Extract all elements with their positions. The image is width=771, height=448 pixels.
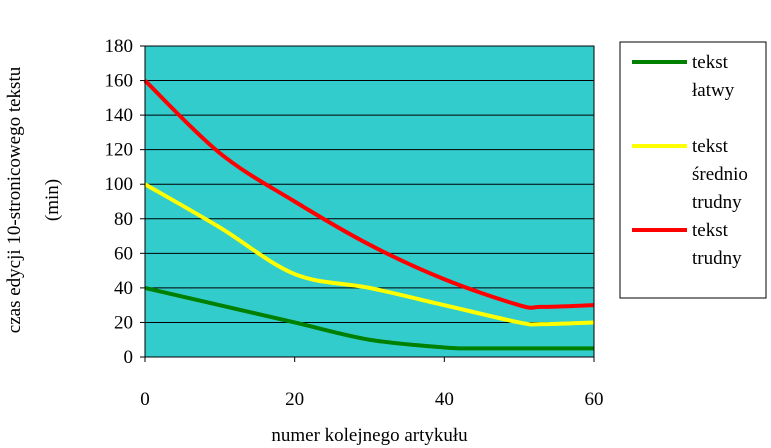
y-axis-title-line: (min) <box>42 179 63 221</box>
y-axis-ticks: 0 20 40 60 80 100 120 140 160 180 <box>105 36 145 368</box>
plot-frame <box>144 45 595 358</box>
y-tick-label: 60 <box>114 243 133 264</box>
y-tick-label: 80 <box>114 209 133 230</box>
plot-area <box>145 46 594 357</box>
series-layer <box>143 79 595 351</box>
series-line-2 <box>143 79 595 310</box>
y-axis-title: czas edycji 10-stronicowego tekstu (min) <box>4 66 63 333</box>
x-tick-label: 20 <box>285 389 304 410</box>
y-tick-label: 100 <box>105 174 134 195</box>
legend-label: łatwy <box>692 80 735 101</box>
x-axis-title: numer kolejnego artykułu <box>271 425 468 446</box>
y-tick-label: 120 <box>105 140 134 161</box>
x-tick-label: 40 <box>435 389 454 410</box>
x-tick-label: 60 <box>585 389 604 410</box>
y-tick-label: 180 <box>105 36 134 57</box>
y-tick-label: 20 <box>114 312 133 333</box>
y-tick-label: 140 <box>105 105 134 126</box>
x-axis-ticks: 0 20 40 60 <box>140 357 604 410</box>
legend-label: średnio <box>692 164 748 185</box>
series-line-0 <box>144 285 594 351</box>
legend-label: tekst <box>692 220 729 241</box>
x-tick-label: 0 <box>140 389 150 410</box>
legend-label: trudny <box>692 192 742 213</box>
y-tick-label: 40 <box>114 278 133 299</box>
y-tick-label: 0 <box>124 347 134 368</box>
legend: tekst łatwy tekst średnio trudny tekst trudny <box>619 41 767 299</box>
legend-box <box>619 41 767 299</box>
y-axis-title-line: czas edycji 10-stronicowego tekstu <box>4 66 25 333</box>
legend-label: trudny <box>692 248 742 269</box>
y-tick-label: 160 <box>105 71 134 92</box>
legend-label: tekst <box>692 136 729 157</box>
legend-label: tekst <box>692 52 729 73</box>
series-line-1 <box>144 182 595 327</box>
